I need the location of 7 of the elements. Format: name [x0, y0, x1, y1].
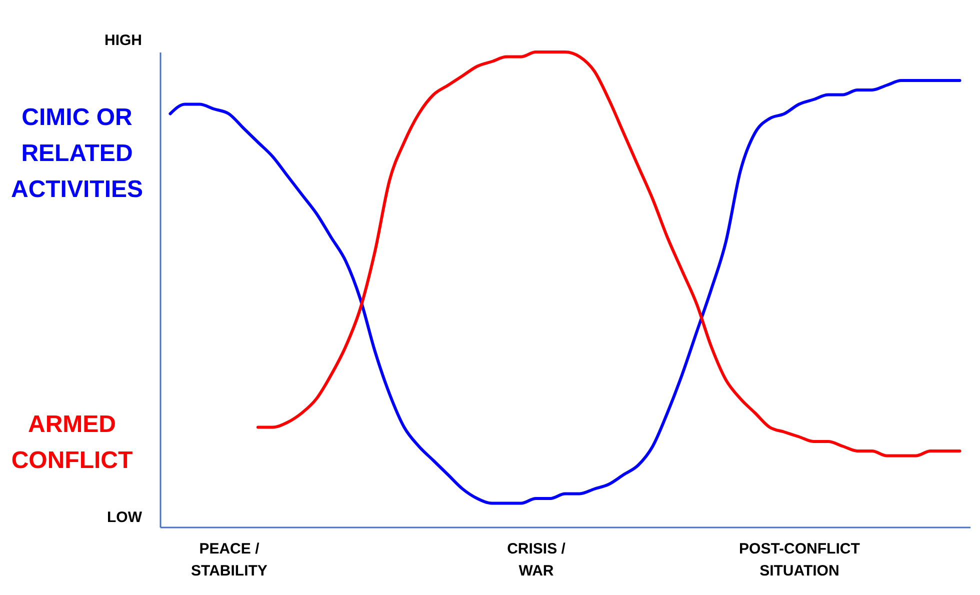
x-tick-label: CRISIS / WAR	[507, 540, 566, 580]
x-tick-label: PEACE / STABILITY	[191, 540, 268, 580]
text: HIGH	[104, 32, 142, 49]
text: ARMED CONFLICT	[10, 410, 134, 476]
text: LOW	[106, 509, 142, 526]
series-label: CIMIC OR RELATED ACTIVITIES	[10, 103, 144, 205]
x-tick-label: POST-CONFLICT SITUATION	[739, 540, 860, 580]
